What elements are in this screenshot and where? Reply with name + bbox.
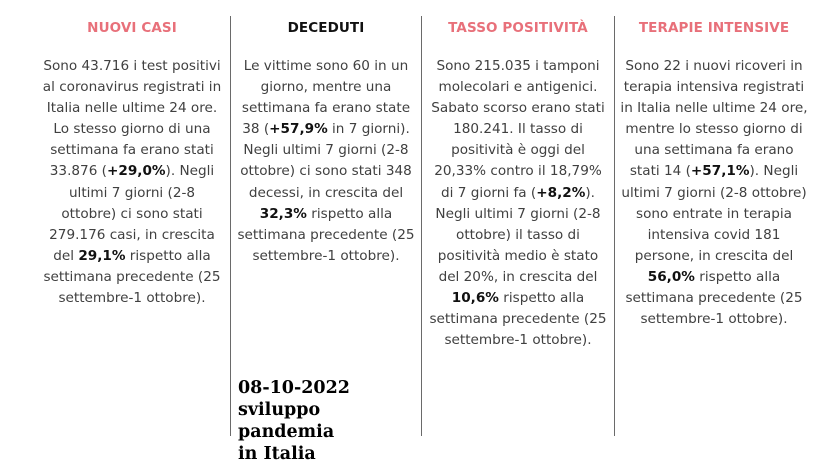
text-segment: Sono 215.035 i tamponi molecolari e anti… [431, 58, 605, 201]
text-segment: rispetto alla settimana precedente (25 s… [237, 205, 415, 264]
caption-line: sviluppo pandemia [238, 400, 335, 442]
highlight-value: 10,6% [451, 290, 499, 307]
highlight-value: +57,1% [690, 163, 750, 180]
text-segment: Sono 43.716 i test positivi al coronavir… [42, 58, 222, 180]
column-text: Sono 43.716 i test positivi al coronavir… [36, 56, 228, 309]
caption: 08-10-2022 sviluppo pandemia in Italia [238, 377, 418, 465]
column-deceduti: DECEDUTI Le vittime sono 60 in un giorno… [232, 0, 420, 462]
highlight-value: +29,0% [106, 163, 166, 180]
column-text: Sono 215.035 i tamponi molecolari e anti… [424, 56, 612, 351]
column-title: DECEDUTI [287, 20, 365, 36]
column-text: Sono 22 i nuovi ricoveri in terapia inte… [616, 56, 812, 330]
text-segment: ). Negli ultimi 7 giorni (2-8 ottobre) c… [49, 163, 215, 264]
text-segment: rispetto alla settimana precedente (25 s… [625, 268, 803, 328]
text-segment: ). Negli ultimi 7 giorni (2-8 ottobre) s… [621, 163, 807, 264]
column-terapie-intensive: TERAPIE INTENSIVE Sono 22 i nuovi ricove… [616, 0, 812, 462]
column-text: Le vittime sono 60 in un giorno, mentre … [232, 56, 420, 267]
highlight-value: +8,2% [536, 184, 586, 201]
column-nuovi-casi: NUOVI CASI Sono 43.716 i test positivi a… [36, 0, 228, 462]
column-tasso-positivita: TASSO POSITIVITÀ Sono 215.035 i tamponi … [424, 0, 612, 462]
highlight-value: 29,1% [78, 247, 126, 264]
caption-line: in Italia [238, 444, 316, 464]
column-divider [230, 16, 231, 436]
caption-date: 08-10-2022 [238, 378, 350, 398]
column-title: TERAPIE INTENSIVE [638, 20, 790, 36]
highlight-value: 56,0% [647, 268, 695, 285]
text-segment: rispetto alla settimana precedente (25 s… [429, 290, 607, 349]
text-segment: Sono 22 i nuovi ricoveri in terapia inte… [620, 58, 808, 180]
column-divider [614, 16, 615, 436]
column-divider [421, 16, 422, 436]
text-segment: in 7 giorni). Negli ultimi 7 giorni (2-8… [240, 121, 412, 201]
text-segment: rispetto alla settimana precedente (25 s… [43, 247, 221, 307]
column-title: NUOVI CASI [87, 20, 177, 36]
text-segment: ). Negli ultimi 7 giorni (2-8 ottobre) i… [435, 184, 601, 285]
column-title: TASSO POSITIVITÀ [448, 20, 588, 36]
highlight-value: +57,9% [269, 121, 328, 138]
text-segment: Le vittime sono 60 in un giorno, mentre … [241, 58, 411, 138]
highlight-value: 32,3% [259, 205, 307, 222]
